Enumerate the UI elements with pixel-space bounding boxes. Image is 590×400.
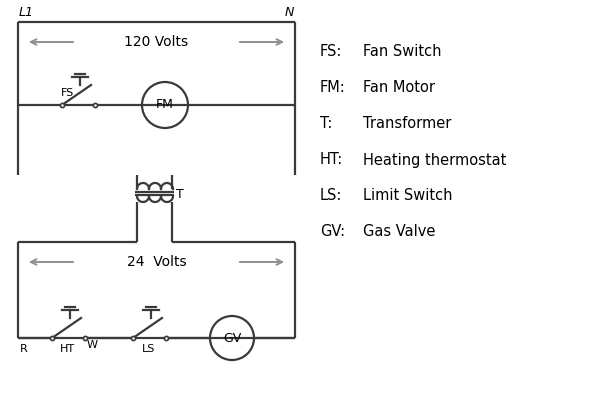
Text: L1: L1 xyxy=(19,6,34,19)
Text: W: W xyxy=(87,340,98,350)
Text: 24  Volts: 24 Volts xyxy=(127,255,186,269)
Text: Fan Switch: Fan Switch xyxy=(363,44,441,60)
Text: R: R xyxy=(20,344,28,354)
Text: GV:: GV: xyxy=(320,224,345,240)
Text: GV: GV xyxy=(223,332,241,344)
Text: 120 Volts: 120 Volts xyxy=(124,35,189,49)
Text: T:: T: xyxy=(320,116,332,132)
Text: Limit Switch: Limit Switch xyxy=(363,188,453,204)
Text: Transformer: Transformer xyxy=(363,116,451,132)
Text: HT:: HT: xyxy=(320,152,343,168)
Text: HT: HT xyxy=(60,344,75,354)
Text: N: N xyxy=(284,6,294,19)
Text: Fan Motor: Fan Motor xyxy=(363,80,435,96)
Text: LS:: LS: xyxy=(320,188,342,204)
Text: Gas Valve: Gas Valve xyxy=(363,224,435,240)
Text: FS:: FS: xyxy=(320,44,342,60)
Text: Heating thermostat: Heating thermostat xyxy=(363,152,506,168)
Text: FM:: FM: xyxy=(320,80,346,96)
Text: FS: FS xyxy=(61,88,74,98)
Text: LS: LS xyxy=(142,344,155,354)
Text: T: T xyxy=(176,188,183,200)
Text: FM: FM xyxy=(156,98,174,112)
